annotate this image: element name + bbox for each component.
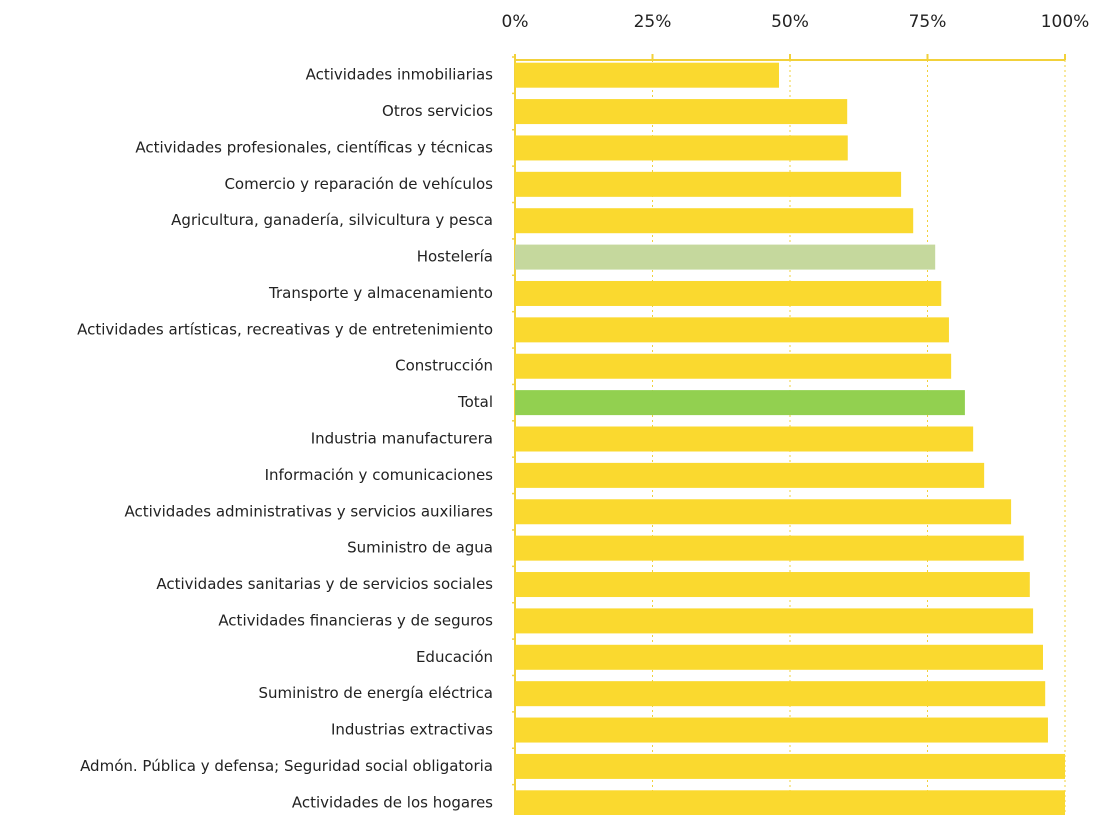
- bar: [515, 572, 1030, 598]
- bar: [515, 390, 965, 416]
- y-tick-label: Suministro de energía eléctrica: [258, 684, 493, 702]
- x-tick-label: 0%: [502, 12, 529, 32]
- x-tick-label: 100%: [1041, 12, 1090, 32]
- bar: [515, 208, 914, 234]
- bar: [515, 171, 902, 197]
- x-tick-label: 75%: [909, 12, 947, 32]
- bar: [515, 535, 1024, 561]
- bar: [515, 644, 1043, 670]
- y-tick-label: Industria manufacturera: [311, 430, 493, 448]
- y-tick-label: Comercio y reparación de vehículos: [224, 175, 493, 193]
- x-tick-label: 50%: [771, 12, 809, 32]
- y-tick-label: Información y comunicaciones: [265, 466, 494, 484]
- y-tick-label: Actividades artísticas, recreativas y de…: [77, 320, 493, 338]
- y-tick-label: Actividades sanitarias y de servicios so…: [156, 575, 493, 593]
- bar: [515, 499, 1012, 525]
- bar: [515, 280, 942, 306]
- y-tick-label: Industrias extractivas: [331, 721, 493, 739]
- bar: [515, 99, 848, 125]
- bar: [515, 462, 985, 488]
- bar: [515, 135, 848, 161]
- bar: [515, 244, 936, 270]
- bar: [515, 681, 1046, 707]
- y-tick-label: Admón. Pública y defensa; Seguridad soci…: [80, 757, 493, 775]
- y-tick-label: Total: [457, 393, 493, 411]
- bar: [515, 62, 779, 88]
- x-tick-label: 25%: [634, 12, 672, 32]
- y-tick-label: Transporte y almacenamiento: [268, 284, 493, 302]
- y-tick-label: Educación: [416, 648, 493, 666]
- y-tick-label: Actividades profesionales, científicas y…: [135, 138, 493, 156]
- y-tick-label: Actividades financieras y de seguros: [218, 611, 493, 629]
- y-tick-label: Construcción: [395, 357, 493, 375]
- bar: [515, 753, 1065, 779]
- bar: [515, 317, 949, 343]
- y-tick-label: Actividades de los hogares: [292, 793, 493, 811]
- y-tick-label: Hostelería: [417, 248, 493, 266]
- bar: [515, 426, 974, 452]
- y-tick-label: Suministro de agua: [347, 539, 493, 557]
- bar: [515, 717, 1048, 743]
- bar: [515, 608, 1034, 634]
- y-tick-label: Actividades administrativas y servicios …: [124, 502, 493, 520]
- bar: [515, 790, 1065, 815]
- y-tick-label: Agricultura, ganadería, silvicultura y p…: [171, 211, 493, 229]
- bar: [515, 353, 952, 379]
- y-tick-label: Otros servicios: [382, 102, 493, 120]
- y-tick-label: Actividades inmobiliarias: [306, 66, 494, 84]
